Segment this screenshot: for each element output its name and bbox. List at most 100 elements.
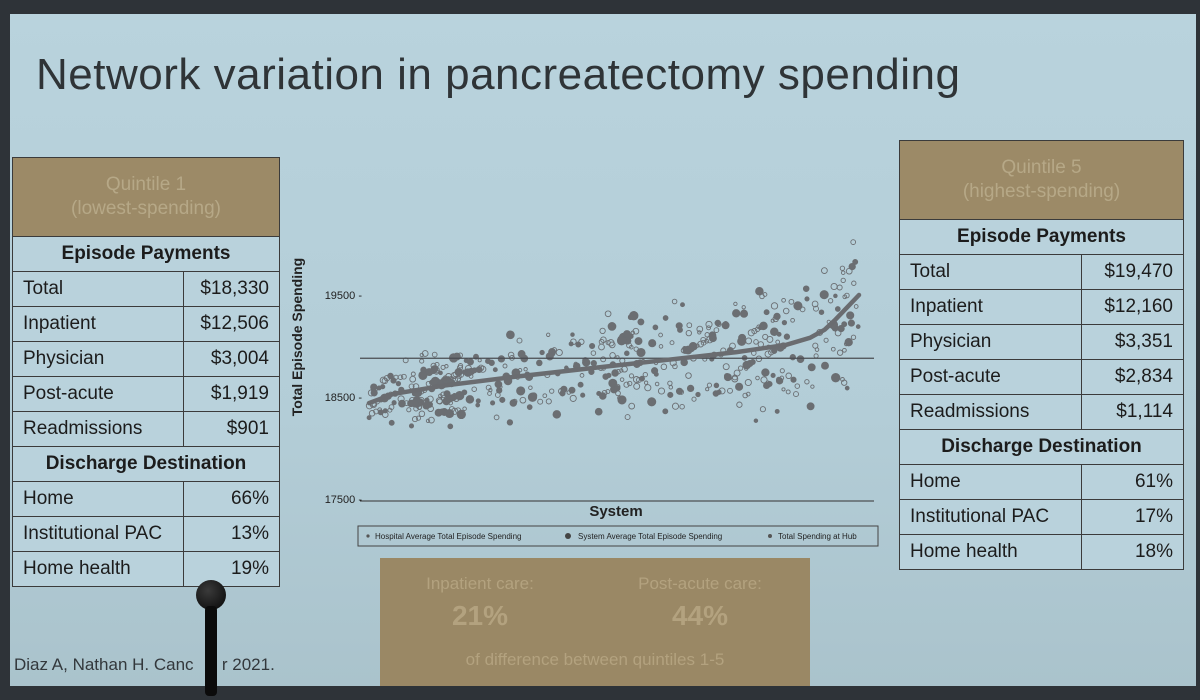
scatter-point (421, 350, 429, 357)
scatter-point (605, 389, 611, 395)
scatter-point (475, 402, 481, 408)
scatter-point (818, 309, 825, 315)
scatter-point (672, 363, 678, 370)
slide-title: Network variation in pancreatectomy spen… (36, 50, 961, 99)
scatter-point (617, 395, 627, 405)
scatter-point (647, 397, 657, 407)
row-value: $18,330 (183, 271, 280, 307)
scatter-plot: 19500 - 18500 - 17500 - Total Episode Sp… (289, 239, 879, 547)
scatter-point (799, 306, 806, 313)
scatter-point (700, 336, 707, 343)
scatter-point (840, 270, 846, 275)
scatter-point (570, 338, 577, 345)
scatter-point (456, 364, 464, 371)
scatter-point (643, 380, 649, 385)
table-row: Total $19,470 (899, 254, 1184, 290)
scatter-point (607, 322, 617, 331)
scatter-point (507, 351, 515, 359)
scatter-point (785, 389, 791, 395)
scatter-point (502, 363, 508, 369)
scatter-point (658, 344, 664, 349)
scatter-point (608, 378, 618, 388)
scatter-point (794, 383, 801, 389)
row-label: Inpatient (11, 306, 185, 342)
scatter-point (438, 370, 443, 376)
scatter-point (616, 336, 627, 346)
scatter-point (762, 333, 769, 340)
scatter-point (745, 391, 751, 397)
scatter-point (633, 382, 641, 390)
scatter-point (691, 396, 697, 402)
scatter-point (654, 381, 660, 387)
scatter-point (657, 387, 666, 395)
scatter-point (382, 411, 389, 418)
post-acute-percent: 44% (671, 600, 729, 631)
scatter-point (552, 410, 562, 419)
scatter-point (609, 352, 616, 359)
inpatient-summary: Inpatient care: 21% (390, 574, 570, 632)
legend-marker (768, 534, 772, 538)
scatter-point (614, 383, 621, 390)
scatter-point (753, 418, 759, 423)
scatter-point (580, 392, 586, 398)
scatter-point (755, 286, 764, 296)
scatter-point (806, 402, 815, 411)
scatter-point (840, 377, 845, 382)
quintile-5-table: Quintile 5 (highest-spending) Episode Pa… (899, 140, 1184, 570)
scatter-point (675, 387, 684, 395)
scatter-point (516, 337, 523, 344)
scatter-point (606, 372, 612, 379)
scatter-point (462, 406, 467, 411)
citation: Diaz A, Nathan H. Canc r 2021. (14, 655, 275, 674)
scatter-point (611, 369, 619, 377)
table-row: Home health 18% (899, 534, 1184, 570)
scatter-points (365, 239, 861, 430)
microphone-head (196, 580, 226, 610)
scatter-point (457, 363, 464, 369)
scatter-point (410, 371, 416, 377)
scatter-point (705, 387, 710, 392)
scatter-point (644, 384, 652, 392)
row-value: $12,160 (1081, 289, 1184, 325)
scatter-point (844, 385, 850, 391)
scatter-point (706, 325, 712, 331)
scatter-point (497, 355, 506, 363)
scatter-point (410, 399, 419, 408)
scatter-point (628, 402, 636, 410)
scatter-point (398, 399, 406, 408)
scatter-point (594, 407, 603, 416)
scatter-point (713, 327, 720, 333)
scatter-point (431, 351, 438, 358)
scatter-point (487, 391, 492, 396)
scatter-point (452, 352, 461, 361)
scatter-point (850, 334, 857, 340)
scatter-point (721, 321, 730, 330)
scatter-point (577, 381, 584, 388)
scatter-point (781, 387, 786, 392)
scatter-point (366, 415, 372, 421)
row-label: Inpatient (899, 289, 1082, 325)
scatter-point (668, 385, 674, 390)
scatter-point (623, 381, 630, 388)
scatter-point (821, 361, 829, 370)
scatter-point (624, 414, 631, 421)
scatter-point (637, 318, 645, 326)
table-row: Readmissions $1,114 (899, 394, 1184, 430)
row-value: $1,919 (183, 376, 280, 412)
scatter-point (545, 352, 554, 361)
row-label: Home (899, 464, 1082, 500)
scatter-point (680, 347, 687, 354)
scatter-point (555, 348, 563, 357)
scatter-point (468, 374, 474, 379)
row-value: 66% (183, 481, 280, 517)
scatter-point (629, 311, 639, 321)
scatter-point (697, 340, 704, 348)
scatter-point (629, 344, 634, 350)
scatter-point (759, 321, 768, 331)
scatter-point (615, 355, 620, 360)
microphone-stem (205, 606, 217, 696)
summary-box: Inpatient care: 21% Post-acute care: 44%… (380, 558, 810, 686)
scatter-point (785, 372, 792, 380)
row-label: Total (899, 254, 1082, 290)
scatter-point (733, 301, 738, 307)
